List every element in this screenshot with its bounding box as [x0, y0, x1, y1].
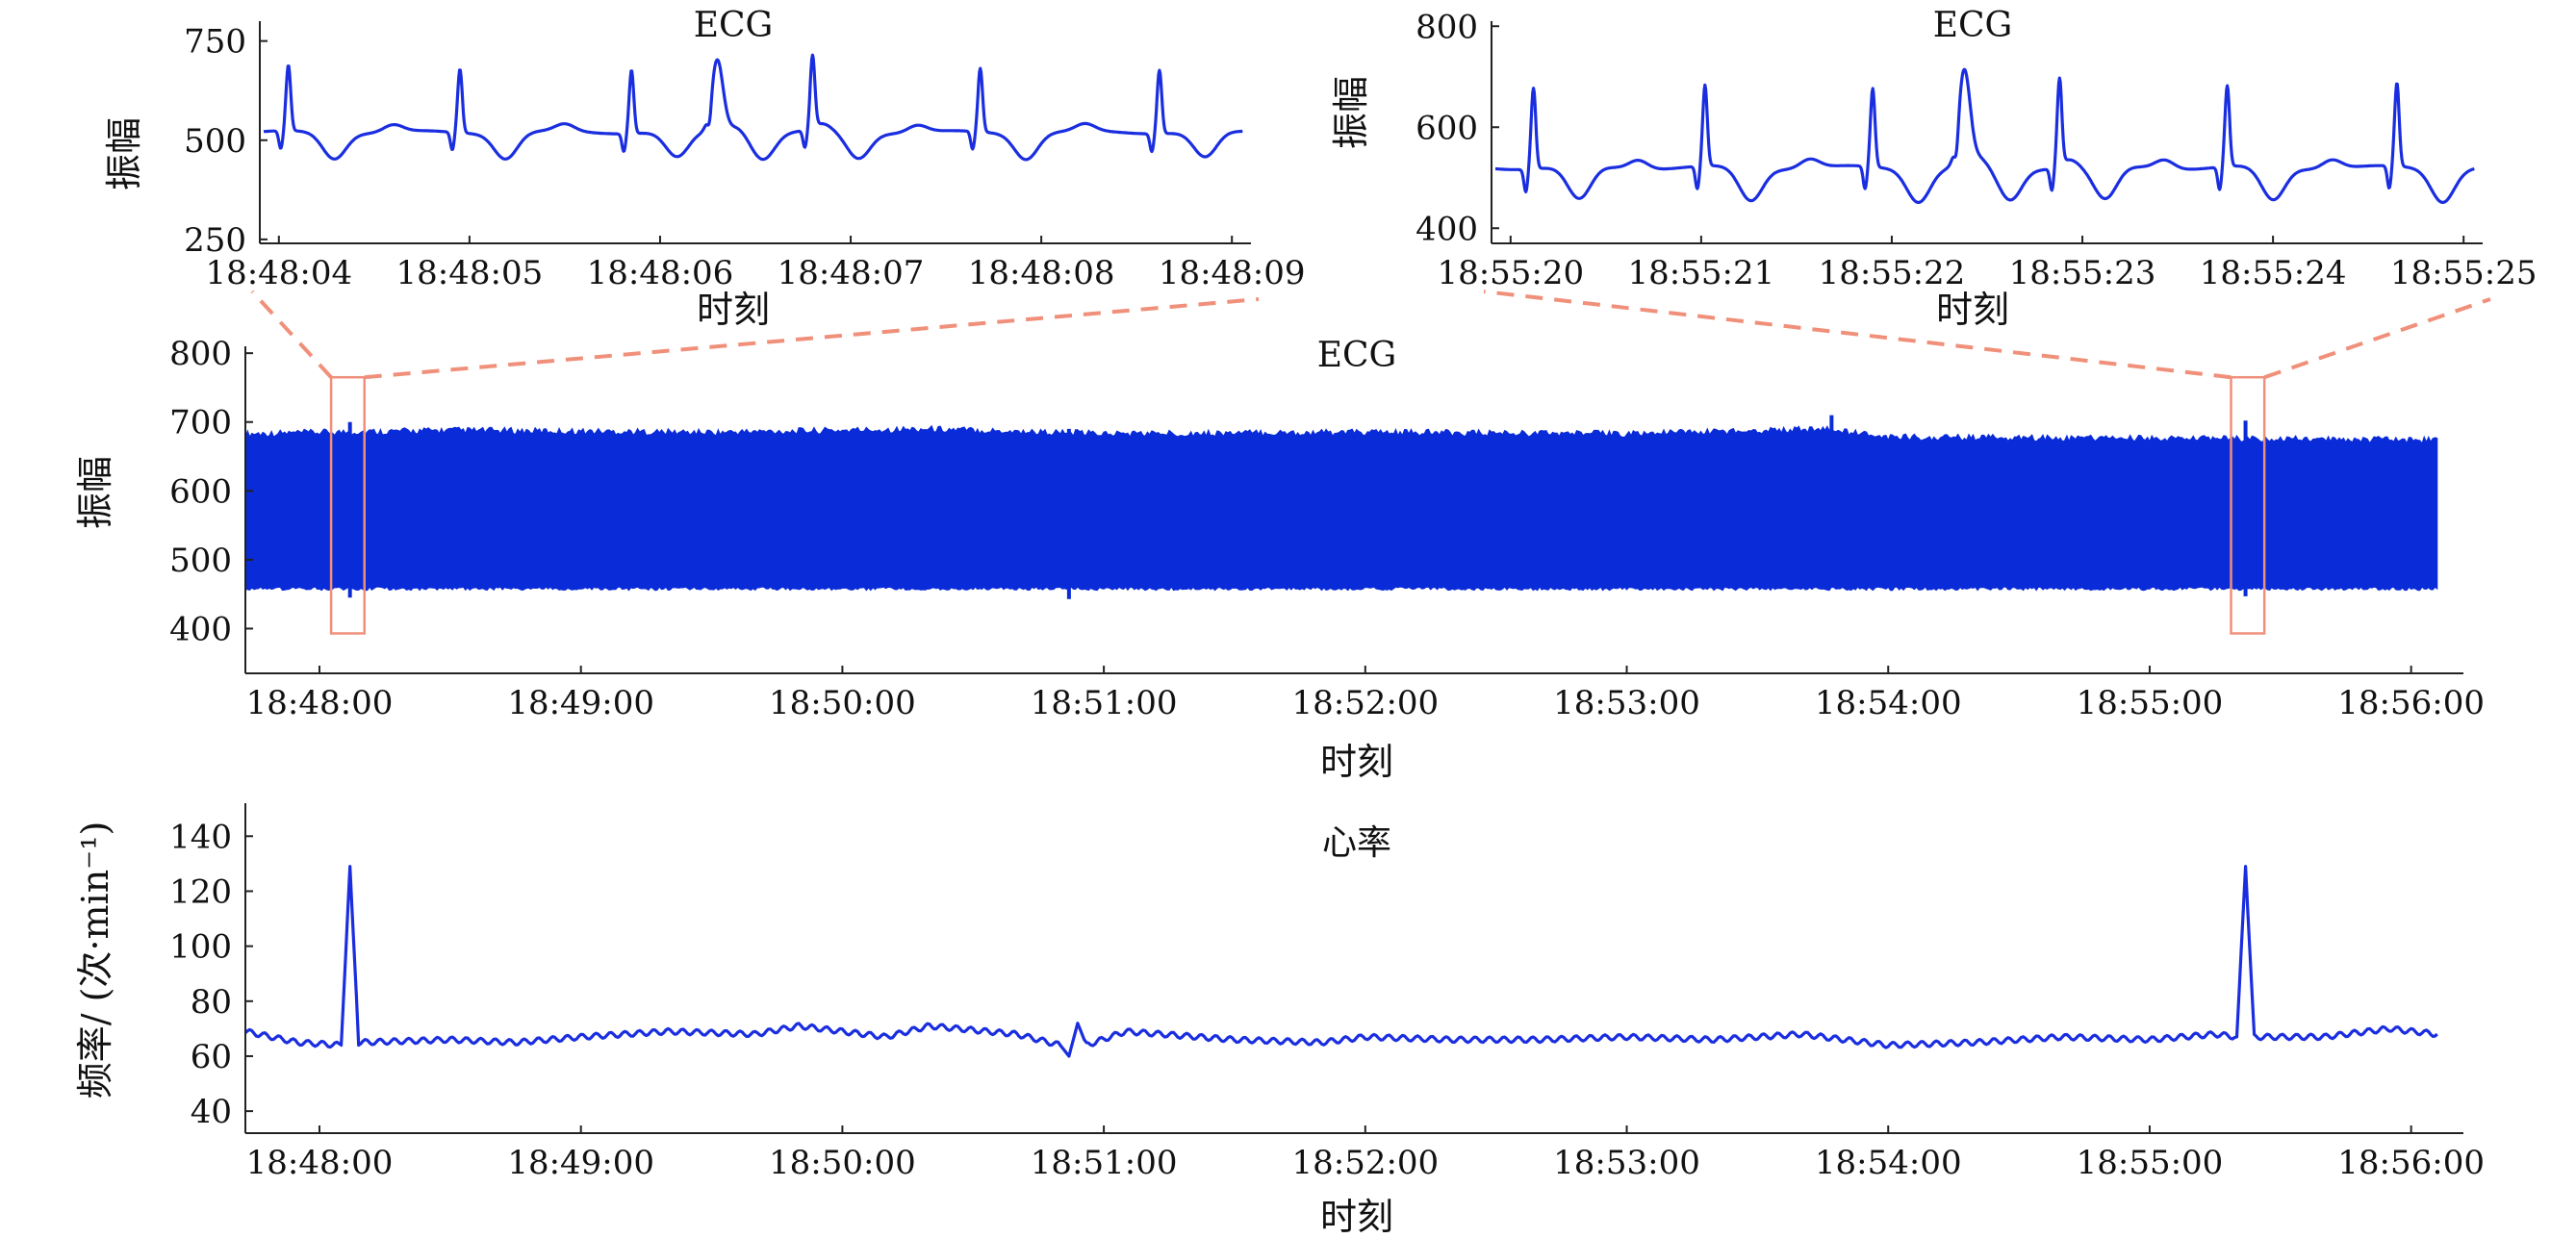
ecg-full-x-tick-label: 18:53:00: [1553, 684, 1700, 722]
ecg-full-y-tick-label: 600: [169, 472, 232, 511]
heart-rate-x-tick-label: 18:55:00: [2077, 1144, 2224, 1182]
ecg-zoom-1-y-tick-label: 750: [184, 23, 246, 62]
ecg-full-x-tick-label: 18:50:00: [769, 684, 916, 722]
heart-rate-ylabel: 频率/ (次·min⁻¹): [74, 821, 116, 1099]
zoom-window-2: [2230, 375, 2266, 635]
heart-rate-y-tick-label: 100: [169, 928, 232, 967]
ecg-full-title: ECG: [1317, 336, 1397, 375]
heart-rate-y-tick-label: 120: [169, 872, 232, 911]
heart-rate-y-tick-label: 140: [169, 818, 232, 856]
zoom-window-1: [329, 375, 366, 635]
ecg-band: [244, 424, 2438, 592]
zoom-connector-right-1: [364, 297, 1260, 380]
heart-rate-xlabel: 时刻: [1320, 1196, 1393, 1238]
ecg-full-x-tick-label: 18:49:00: [507, 684, 654, 722]
ecg-zoom-2-y-tick-label: 400: [1416, 210, 1478, 248]
heart-rate-x-tick-label: 18:49:00: [507, 1144, 654, 1182]
ecg-zoom-1-y-tick-label: 250: [184, 221, 246, 260]
heart-rate-x-tick-label: 18:50:00: [769, 1144, 916, 1182]
ecg-full-chart: ECG 振幅 时刻 400 500 600 700 800 18:48:00 18:49:0…: [74, 335, 2485, 783]
ecg-full-x-tick-label: 18:48:00: [246, 684, 394, 722]
ecg-zoom-1-x-tick-label: 18:48:09: [1159, 254, 1306, 292]
ecg-zoom-2-x-tick-label: 18:55:24: [2200, 254, 2347, 292]
ecg-full-x-tick-label: 18:52:00: [1291, 684, 1439, 722]
ecg-zoom-2-title: ECG: [1933, 6, 2013, 45]
heart-rate-x-tick-label: 18:52:00: [1291, 1144, 1439, 1182]
ecg-zoom-1-x-tick-label: 18:48:07: [778, 254, 925, 292]
ecg-full-y-tick-label: 500: [169, 542, 232, 580]
ecg-zoom-1-ylabel: 振幅: [103, 117, 145, 190]
ecg-zoom-2-ecg-trace: [1494, 67, 2476, 204]
ecg-zoom-2-y-tick-label: 800: [1416, 8, 1478, 46]
ecg-zoom-2-y-tick-label: 600: [1416, 109, 1478, 147]
ecg-zoom-1-y-tick-label: 500: [184, 122, 246, 161]
heart-rate-chart: 心率 频率/ (次·min⁻¹) 时刻 40 60 80 100 120 140 18:48…: [74, 803, 2485, 1238]
ecg-zoom-1-x-tick-label: 18:48:05: [396, 254, 544, 292]
zoom-connectors: [250, 290, 2491, 380]
ecg-zoom-2-x-tick-label: 18:55:22: [1819, 254, 1966, 292]
ecg-zoom-2-x-tick-label: 18:55:25: [2390, 254, 2538, 292]
ecg-zoom-1-xlabel: 时刻: [697, 289, 770, 331]
ecg-full-y-tick-label: 800: [169, 335, 232, 373]
zoom-connector-left-2: [1483, 290, 2232, 380]
heart-rate-x-tick-label: 18:53:00: [1553, 1144, 1700, 1182]
heart-rate-y-tick-label: 60: [191, 1038, 232, 1076]
ecg-zoom-2-ylabel: 振幅: [1330, 76, 1372, 149]
heart-rate-x-tick-label: 18:54:00: [1815, 1144, 1962, 1182]
ecg-full-x-tick-label: 18:51:00: [1031, 684, 1178, 722]
ecg-zoom-2-x-tick-label: 18:55:23: [2009, 254, 2156, 292]
ecg-zoom-2-x-tick-label: 18:55:21: [1628, 254, 1775, 292]
heart-rate-x-tick-label: 18:48:00: [246, 1144, 394, 1182]
ecg-zoom-1-ecg-trace: [263, 53, 1244, 162]
ecg-zoom-chart-1: ECG 振幅 时刻 250 500 750 18:48:04 18:48:05 18:48…: [103, 6, 1306, 331]
heart-rate-line: [243, 865, 2438, 1058]
heart-rate-x-tick-label: 18:56:00: [2337, 1144, 2485, 1182]
ecg-full-y-tick-label: 700: [169, 404, 232, 442]
heart-rate-y-tick-label: 80: [191, 983, 232, 1022]
heart-rate-title: 心率: [1322, 823, 1391, 863]
zoom-connector-right-2: [2263, 297, 2491, 380]
zoom-connector-left-1: [250, 290, 333, 379]
ecg-zoom-chart-2: ECG 振幅 时刻 400 600 800 18:55:20 18:55:21 18:55…: [1330, 6, 2538, 331]
heart-rate-y-tick-label: 40: [191, 1093, 232, 1131]
ecg-full-y-tick-label: 400: [169, 610, 232, 648]
ecg-full-ylabel: 振幅: [74, 456, 116, 529]
ecg-zoom-1-x-tick-label: 18:48:06: [587, 254, 734, 292]
ecg-full-x-tick-label: 18:56:00: [2337, 684, 2485, 722]
ecg-full-x-tick-label: 18:55:00: [2077, 684, 2224, 722]
ecg-full-x-tick-label: 18:54:00: [1815, 684, 1962, 722]
ecg-full-xlabel: 时刻: [1320, 741, 1393, 783]
ecg-zoom-2-x-tick-label: 18:55:20: [1437, 254, 1584, 292]
ecg-zoom-1-title: ECG: [694, 6, 774, 45]
ecg-zoom-1-x-tick-label: 18:48:04: [205, 254, 352, 292]
ecg-zoom-1-x-tick-label: 18:48:08: [968, 254, 1115, 292]
ecg-zoom-2-xlabel: 时刻: [1936, 289, 2009, 331]
heart-rate-x-tick-label: 18:51:00: [1031, 1144, 1178, 1182]
